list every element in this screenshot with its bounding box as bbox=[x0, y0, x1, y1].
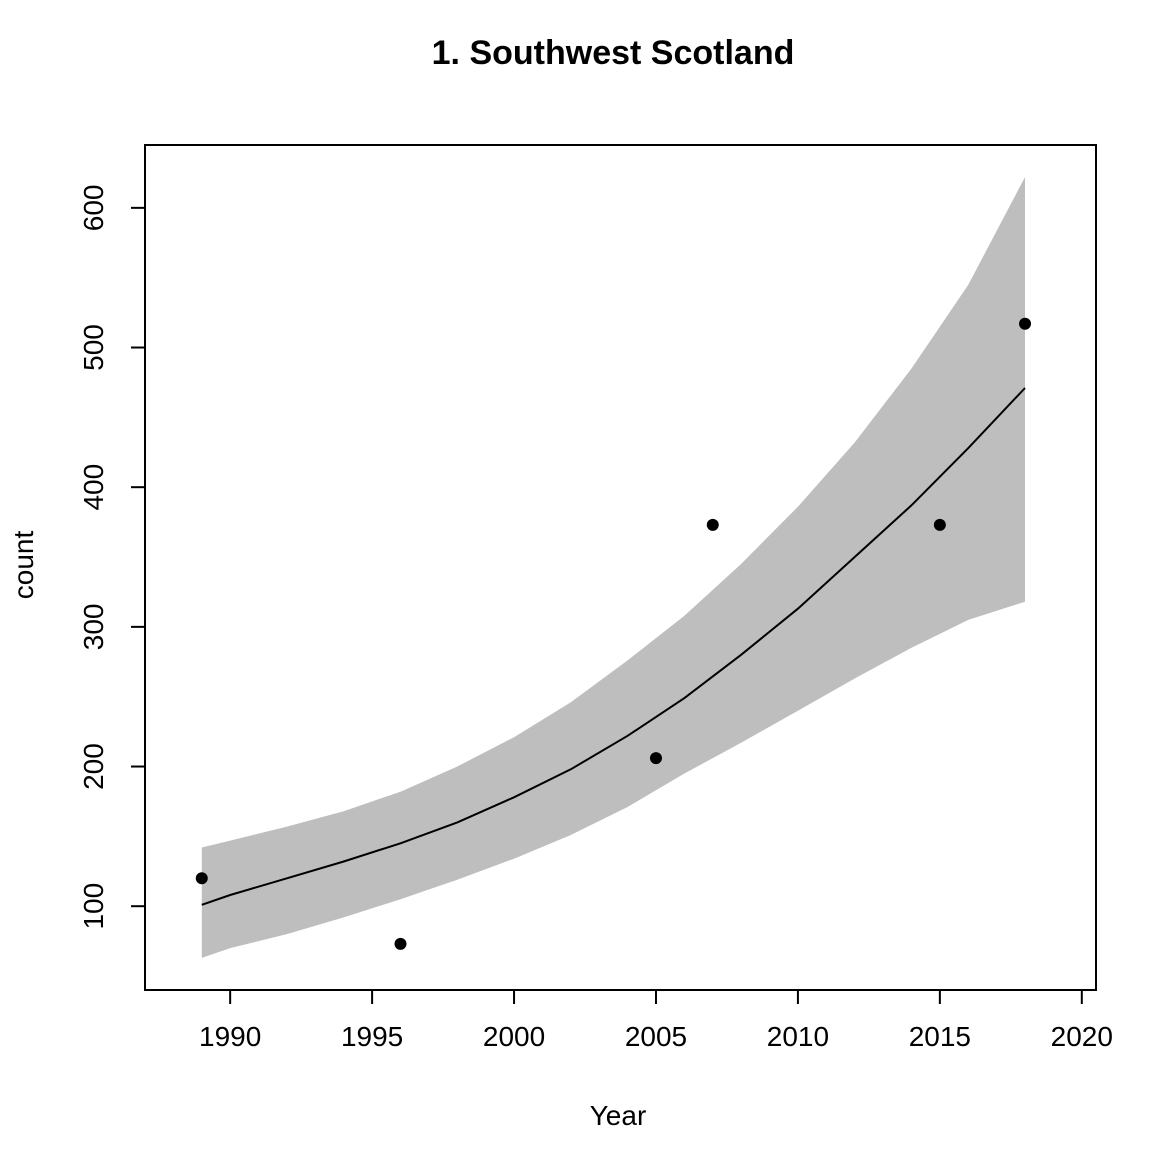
y-tick-label: 300 bbox=[78, 604, 109, 651]
data-point bbox=[933, 518, 946, 531]
x-tick-label: 1995 bbox=[341, 1021, 403, 1052]
y-tick-label: 500 bbox=[78, 324, 109, 371]
y-tick-label: 600 bbox=[78, 184, 109, 231]
x-tick-label: 2000 bbox=[483, 1021, 545, 1052]
x-axis-label: Year bbox=[590, 1100, 647, 1131]
y-axis: 100 200 300 400 500 600 bbox=[78, 184, 146, 930]
y-tick-label: 100 bbox=[78, 883, 109, 930]
confidence-band-layer bbox=[201, 177, 1026, 958]
chart-title: 1. Southwest Scotland bbox=[432, 34, 795, 72]
data-points-layer bbox=[195, 317, 1032, 950]
x-tick-label: 1990 bbox=[199, 1021, 261, 1052]
x-tick-label: 2010 bbox=[767, 1021, 829, 1052]
x-tick-label: 2020 bbox=[1051, 1021, 1113, 1052]
y-tick-label: 200 bbox=[78, 743, 109, 790]
data-point bbox=[706, 518, 719, 531]
fit-line bbox=[201, 387, 1026, 906]
confidence-band bbox=[201, 177, 1026, 958]
y-axis-label: count bbox=[8, 531, 39, 600]
data-point bbox=[394, 937, 407, 950]
x-tick-label: 2015 bbox=[909, 1021, 971, 1052]
data-point bbox=[1019, 317, 1032, 330]
x-axis: 1990 1995 2000 2005 2010 2015 2020 bbox=[199, 989, 1113, 1052]
data-point bbox=[195, 872, 208, 885]
data-point bbox=[649, 752, 662, 765]
x-tick-label: 2005 bbox=[625, 1021, 687, 1052]
y-tick-label: 400 bbox=[78, 464, 109, 511]
fit-line-layer bbox=[201, 387, 1026, 906]
